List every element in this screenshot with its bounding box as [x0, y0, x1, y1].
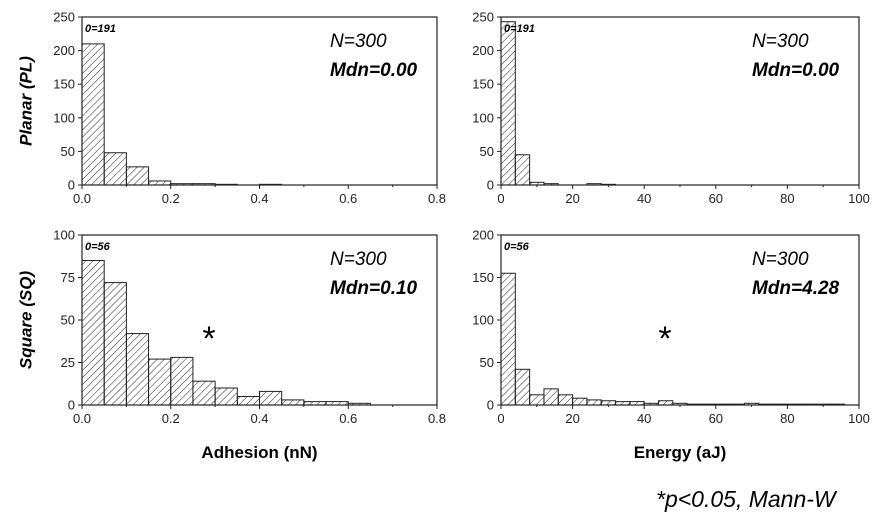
x-tick-label: 60	[709, 191, 723, 206]
y-tick-label: 150	[472, 270, 494, 285]
histogram-bar	[529, 394, 545, 406]
y-tick-label: 50	[61, 144, 75, 159]
histogram-bar	[658, 400, 674, 406]
x-tick-label: 0.0	[73, 191, 91, 206]
x-tick-label: 100	[848, 411, 870, 426]
y-tick-label: 75	[61, 270, 75, 285]
histogram-bar	[281, 399, 305, 406]
histogram-bar	[148, 358, 172, 406]
histogram-bar	[600, 400, 617, 406]
histogram-bar	[514, 154, 531, 186]
sample-size-label: N=300	[752, 249, 809, 270]
y-tick-label: 0	[487, 398, 494, 413]
histogram-bar	[514, 368, 531, 406]
y-tick-label: 50	[480, 144, 494, 159]
significance-star: *	[658, 320, 671, 358]
histogram-bar	[572, 397, 588, 406]
y-tick-label: 100	[472, 110, 494, 125]
y-tick-label: 200	[472, 228, 494, 243]
sample-size-label: N=300	[330, 249, 387, 270]
histogram-bar	[192, 380, 216, 406]
histogram-bar	[259, 390, 283, 406]
y-tick-label: 250	[472, 10, 494, 25]
sample-size-label: N=300	[752, 31, 809, 52]
histogram-bar	[236, 396, 260, 406]
y-tick-label: 50	[480, 355, 494, 370]
y-tick-label: 150	[53, 77, 75, 92]
x-tick-label: 80	[780, 191, 794, 206]
median-label: Mdn=0.00	[752, 60, 840, 81]
x-tick-label: 40	[637, 191, 651, 206]
histogram-bar	[214, 387, 238, 406]
y-tick-label: 250	[53, 10, 75, 25]
histogram-bar	[557, 394, 574, 406]
y-tick-label: 200	[53, 43, 75, 58]
y-tick-label: 25	[61, 355, 75, 370]
zero-count-label: 0=191	[504, 23, 535, 35]
row-label: Square (SQ)	[16, 271, 35, 370]
x-tick-label: 0.2	[162, 191, 180, 206]
y-tick-label: 50	[61, 313, 75, 328]
sample-size-label: N=300	[330, 31, 387, 52]
histogram-bar	[125, 333, 150, 406]
x-axis-label: Adhesion (nN)	[201, 443, 317, 462]
x-tick-label: 0.6	[339, 191, 357, 206]
x-tick-label: 0.4	[250, 191, 268, 206]
x-tick-label: 20	[565, 191, 579, 206]
x-tick-label: 100	[848, 191, 870, 206]
zero-count-label: 0=191	[85, 23, 116, 35]
y-tick-label: 100	[53, 110, 75, 125]
x-tick-label: 0	[497, 411, 504, 426]
zero-count-label: 0=56	[504, 241, 530, 253]
x-tick-label: 80	[780, 411, 794, 426]
x-tick-label: 0.0	[73, 411, 91, 426]
y-tick-label: 0	[68, 398, 75, 413]
x-tick-label: 0.8	[428, 411, 446, 426]
histogram-bar	[81, 260, 105, 406]
significance-star: *	[202, 320, 215, 358]
x-tick-label: 0.8	[428, 191, 446, 206]
median-label: Mdn=4.28	[752, 278, 840, 299]
x-axis-label: Energy (aJ)	[634, 443, 727, 462]
x-tick-label: 40	[637, 411, 651, 426]
histogram-bar	[586, 399, 602, 406]
x-tick-label: 0.4	[250, 411, 268, 426]
y-tick-label: 200	[472, 43, 494, 58]
x-tick-label: 0.6	[339, 411, 357, 426]
histogram-bar	[500, 272, 516, 406]
zero-count-label: 0=56	[85, 241, 111, 253]
y-tick-label: 150	[472, 77, 494, 92]
y-tick-label: 100	[53, 228, 75, 243]
histogram-bar	[103, 152, 127, 186]
x-tick-label: 0	[497, 191, 504, 206]
y-tick-label: 100	[472, 313, 494, 328]
histogram-bar	[81, 43, 105, 186]
histogram-bar	[500, 21, 516, 186]
x-tick-label: 20	[565, 411, 579, 426]
y-tick-label: 0	[68, 178, 75, 193]
footnote-significance: *p<0.05, Mann-W	[656, 486, 836, 512]
histogram-bar	[125, 166, 150, 186]
histogram-bar	[543, 388, 559, 406]
median-label: Mdn=0.00	[330, 60, 418, 81]
x-tick-label: 60	[709, 411, 723, 426]
row-label: Planar (PL)	[16, 56, 35, 146]
histogram-bar	[103, 282, 127, 406]
histogram-bar	[170, 356, 194, 406]
histogram-bar	[148, 180, 172, 186]
x-tick-label: 0.2	[162, 411, 180, 426]
y-tick-label: 0	[487, 178, 494, 193]
median-label: Mdn=0.10	[330, 278, 418, 299]
